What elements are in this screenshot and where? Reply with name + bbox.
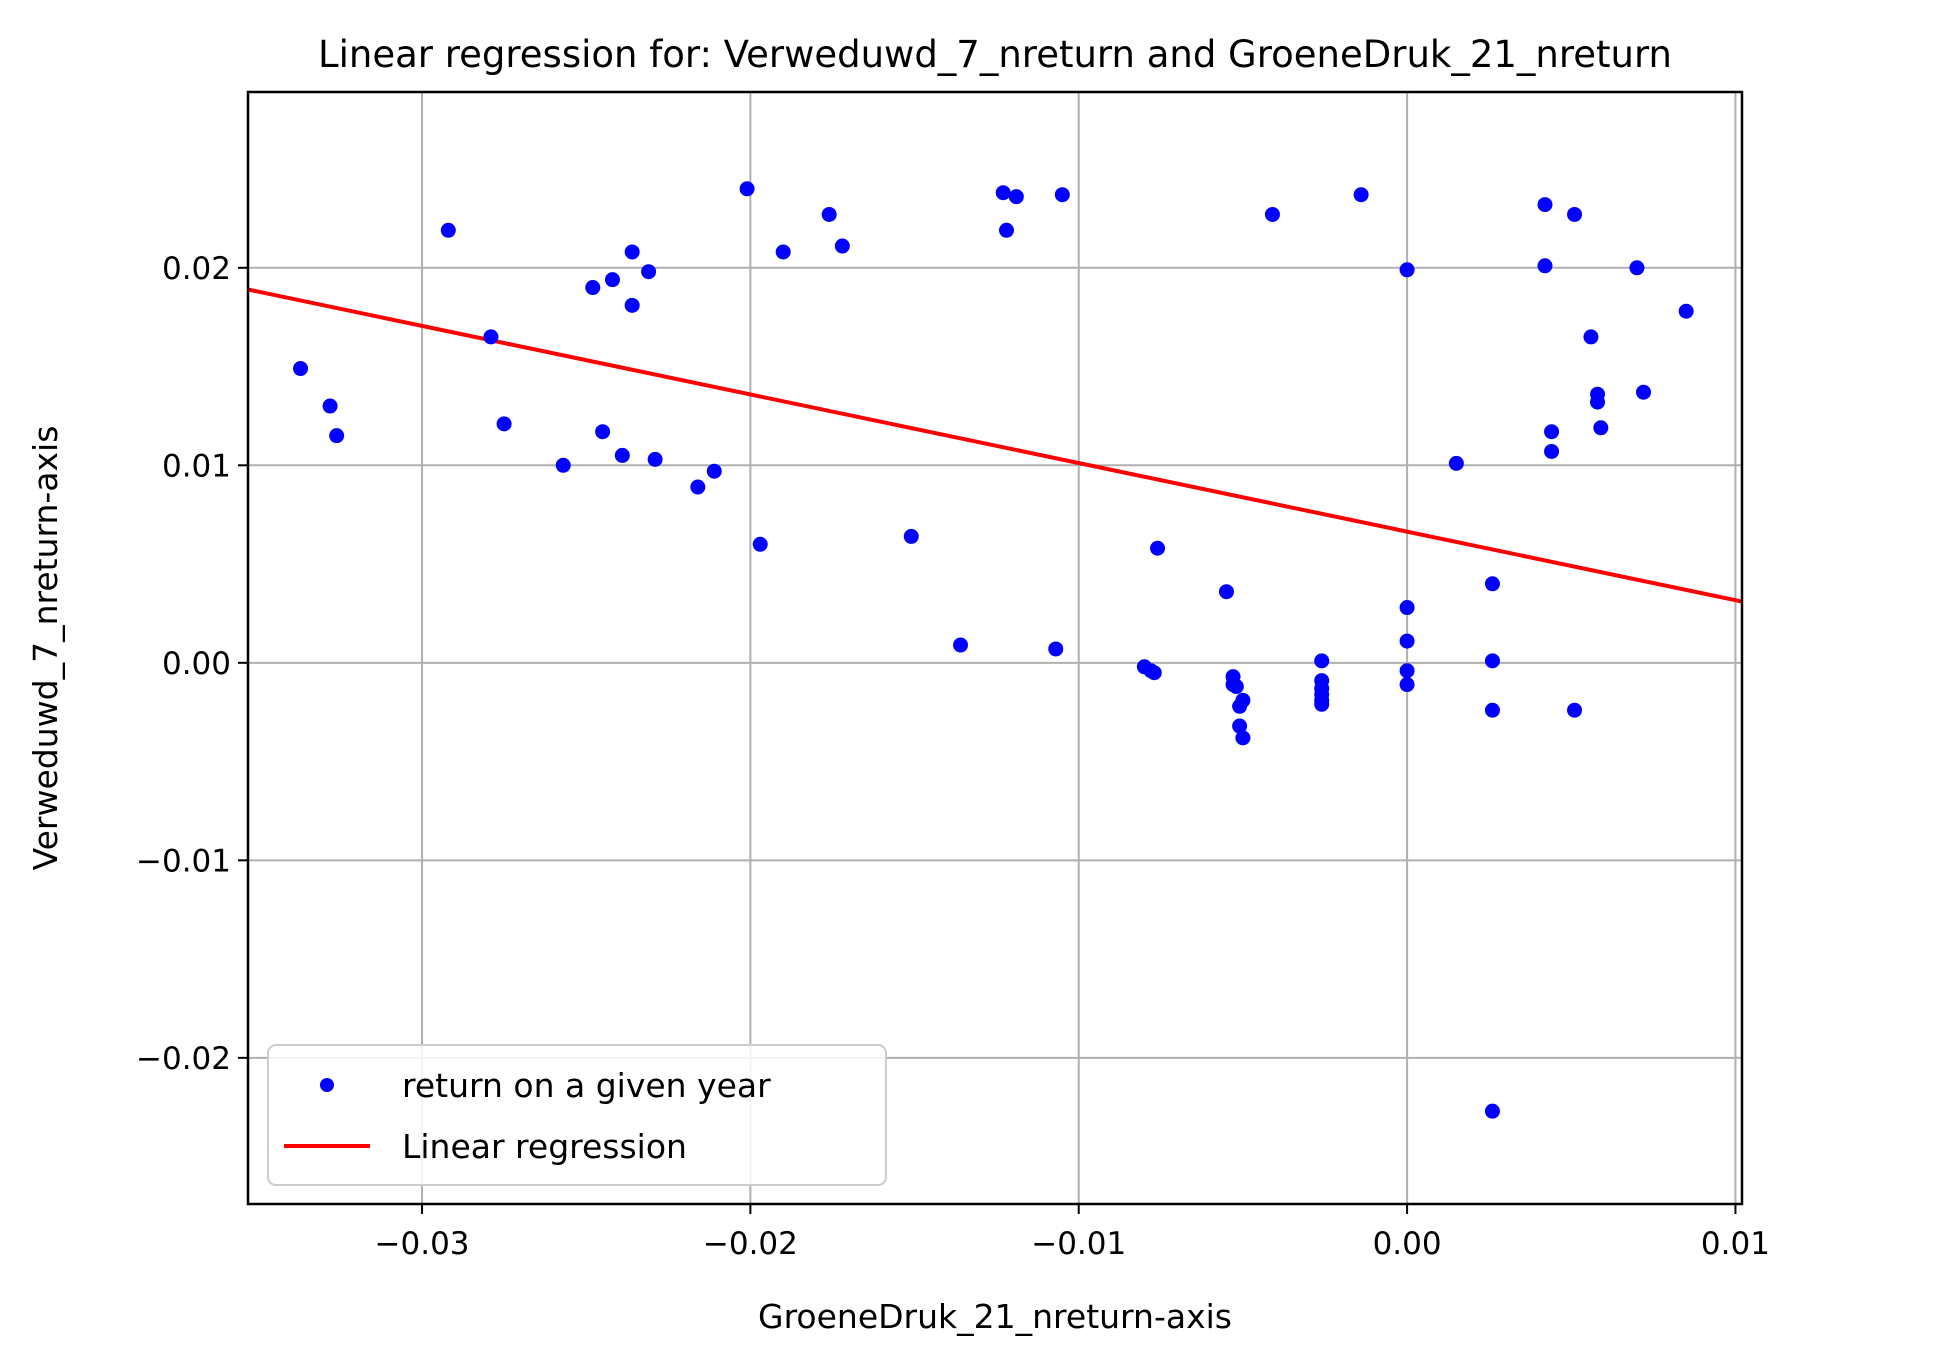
scatter-point bbox=[1054, 187, 1070, 203]
x-tick-label: −0.02 bbox=[703, 1226, 798, 1262]
scatter-point bbox=[1484, 702, 1500, 718]
scatter-point bbox=[329, 428, 345, 444]
y-tick-label: −0.01 bbox=[136, 843, 231, 879]
scatter-point bbox=[1544, 443, 1560, 459]
scatter-point bbox=[1314, 696, 1330, 712]
scatter-point bbox=[1264, 206, 1280, 222]
chart-title: Linear regression for: Verweduwd_7_nretu… bbox=[318, 33, 1672, 76]
scatter-point bbox=[1314, 653, 1330, 669]
axis-ticks: −0.03 −0.02 −0.01 0.00 0.01 −0.02 −0.01 0.00 0.0… bbox=[136, 251, 1770, 1262]
legend: return on a given year Linear regression bbox=[267, 1044, 887, 1186]
scatter-point bbox=[293, 361, 309, 377]
scatter-point bbox=[739, 181, 755, 197]
scatter-point bbox=[641, 264, 657, 280]
regression-line bbox=[247, 287, 1743, 604]
scatter-point bbox=[690, 479, 706, 495]
scatter-point bbox=[555, 457, 571, 473]
scatter-point bbox=[1593, 420, 1609, 436]
scatter-series bbox=[293, 181, 1694, 1119]
scatter-point bbox=[821, 206, 837, 222]
scatter-point bbox=[1150, 540, 1166, 556]
scatter-point bbox=[624, 297, 640, 313]
x-tick-label: 0.00 bbox=[1373, 1226, 1442, 1262]
legend-scatter-marker bbox=[320, 1078, 334, 1092]
scatter-point bbox=[604, 272, 620, 288]
scatter-point bbox=[1232, 718, 1248, 734]
scatter-point bbox=[1399, 262, 1415, 278]
scatter-point bbox=[995, 185, 1011, 201]
scatter-point bbox=[624, 244, 640, 260]
scatter-point bbox=[1228, 679, 1244, 695]
scatter-point bbox=[953, 637, 969, 653]
scatter-point bbox=[1678, 303, 1694, 319]
grid-lines bbox=[248, 92, 1742, 1204]
scatter-point bbox=[483, 329, 499, 345]
y-tick-label: 0.00 bbox=[162, 646, 231, 682]
scatter-point bbox=[1590, 394, 1606, 410]
scatter-point bbox=[1048, 641, 1064, 657]
scatter-point bbox=[322, 398, 338, 414]
scatter-point bbox=[647, 451, 663, 467]
scatter-point bbox=[1399, 677, 1415, 693]
scatter-point bbox=[1218, 584, 1234, 600]
scatter-point bbox=[1629, 260, 1645, 276]
scatter-point bbox=[1567, 206, 1583, 222]
scatter-point bbox=[440, 222, 456, 238]
scatter-point bbox=[1399, 600, 1415, 616]
x-tick-label: 0.01 bbox=[1701, 1226, 1770, 1262]
legend-box bbox=[267, 1044, 887, 1186]
scatter-point bbox=[1353, 187, 1369, 203]
scatter-point bbox=[1146, 665, 1162, 681]
y-tick-label: 0.02 bbox=[162, 251, 231, 287]
scatter-point bbox=[1567, 702, 1583, 718]
x-tick-label: −0.01 bbox=[1031, 1226, 1126, 1262]
scatter-point bbox=[903, 528, 919, 544]
scatter-point bbox=[1537, 197, 1553, 213]
scatter-point bbox=[1484, 653, 1500, 669]
scatter-point bbox=[1537, 258, 1553, 274]
scatter-point bbox=[496, 416, 512, 432]
scatter-point bbox=[1635, 384, 1651, 400]
scatter-point bbox=[998, 222, 1014, 238]
scatter-point bbox=[706, 463, 722, 479]
scatter-point bbox=[1235, 692, 1251, 708]
scatter-point bbox=[752, 536, 768, 552]
scatter-point bbox=[1399, 663, 1415, 679]
scatter-point bbox=[1448, 455, 1464, 471]
scatter-point bbox=[595, 424, 611, 440]
scatter-point bbox=[1583, 329, 1599, 345]
x-axis-label: GroeneDruk_21_nreturn-axis bbox=[758, 1297, 1232, 1336]
scatter-point bbox=[1399, 633, 1415, 649]
y-axis-label: Verweduwd_7_nreturn-axis bbox=[26, 426, 65, 871]
scatter-point bbox=[614, 447, 630, 463]
scatter-point bbox=[1484, 1103, 1500, 1119]
scatter-point bbox=[834, 238, 850, 254]
scatter-point bbox=[1235, 730, 1251, 746]
legend-entry-regression: Linear regression bbox=[402, 1127, 687, 1166]
scatter-point bbox=[1008, 189, 1024, 205]
scatter-point bbox=[1544, 424, 1560, 440]
plot-frame bbox=[246, 90, 1744, 1206]
scatter-point bbox=[1484, 576, 1500, 592]
legend-entry-scatter: return on a given year bbox=[402, 1066, 771, 1105]
y-tick-label: 0.01 bbox=[162, 448, 231, 484]
x-tick-label: −0.03 bbox=[375, 1226, 470, 1262]
regression-series bbox=[247, 287, 1743, 604]
scatter-point bbox=[775, 244, 791, 260]
y-tick-label: −0.02 bbox=[136, 1041, 231, 1077]
scatter-point bbox=[585, 280, 601, 296]
